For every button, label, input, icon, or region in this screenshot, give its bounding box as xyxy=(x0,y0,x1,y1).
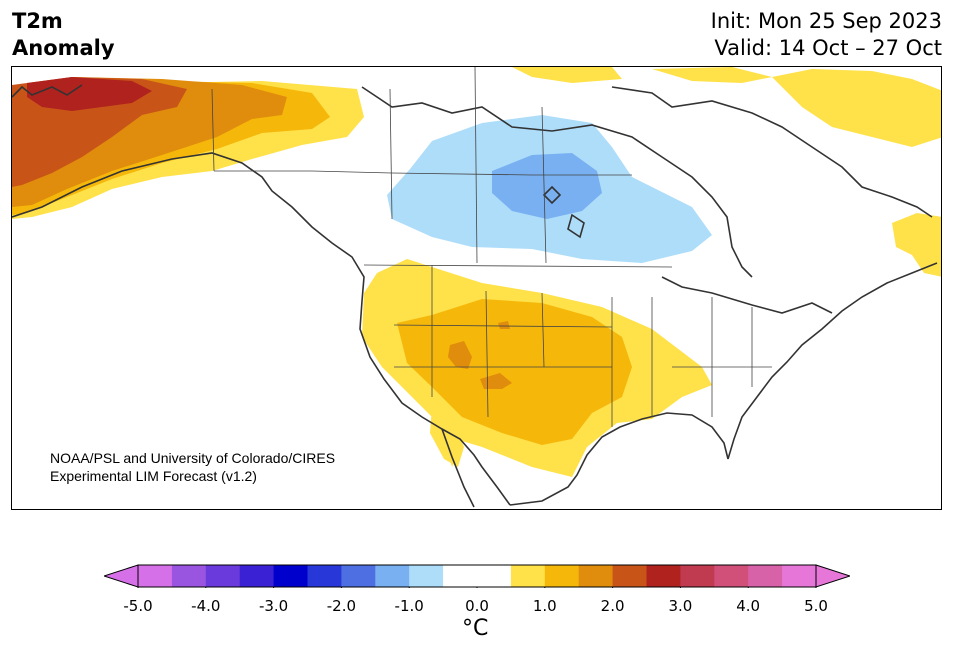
colorbar-tick-label: 0.0 xyxy=(465,597,489,615)
colorbar-tick-label: 3.0 xyxy=(668,597,693,615)
colorbar-segment xyxy=(477,565,512,587)
colorbar-tick-label: 2.0 xyxy=(600,597,625,615)
anomaly-blue-canada xyxy=(492,153,602,219)
credit-line-1: NOAA/PSL and University of Colorado/CIRE… xyxy=(50,450,335,466)
colorbar-segment xyxy=(273,565,308,587)
colorbar-segment xyxy=(205,565,241,587)
colorbar-segment xyxy=(748,565,783,587)
anomaly-map: NOAA/PSL and University of Colorado/CIRE… xyxy=(12,67,941,508)
borders xyxy=(211,67,772,427)
colorbar-segment xyxy=(239,565,275,587)
anomaly-yellow-arctic-1 xyxy=(652,67,772,83)
credit-line-2: Experimental LIM Forecast (v1.2) xyxy=(50,468,257,484)
colorbar-tick-label: 4.0 xyxy=(736,597,761,615)
colorbar-segment xyxy=(646,565,681,587)
anomaly-red-alaska xyxy=(27,77,152,111)
colorbar-tick-label: -5.0 xyxy=(123,597,153,615)
colorbar-segment xyxy=(544,565,580,587)
colorbar-segment xyxy=(443,565,478,587)
colorbar-tick-label: -3.0 xyxy=(258,597,289,615)
colorbar-tick-label: -1.0 xyxy=(394,597,424,615)
colorbar-segment xyxy=(578,565,614,587)
colorbar-segment xyxy=(307,565,342,587)
anomaly-gold-us xyxy=(397,299,632,445)
anomaly-orange-us-1 xyxy=(448,341,472,369)
anomaly-orange-us-2 xyxy=(480,373,512,389)
colorbar-unit: °C xyxy=(462,616,489,641)
colorbar-segment xyxy=(171,565,207,587)
colorbar-extend-high xyxy=(815,564,850,588)
colorbar-segment xyxy=(375,565,410,587)
title-right: Init: Mon 25 Sep 2023 Valid: 14 Oct – 27… xyxy=(711,8,942,62)
colorbar-segment xyxy=(680,565,715,587)
colorbar-segment xyxy=(714,565,749,587)
colorbar-tick-label: -2.0 xyxy=(326,597,357,615)
colorbar-tick-label: 5.0 xyxy=(804,597,828,615)
map-panel: NOAA/PSL and University of Colorado/CIRE… xyxy=(11,66,942,510)
colorbar-segment xyxy=(138,565,173,587)
colorbar-segment xyxy=(510,565,546,587)
anomaly-yellow-northeast xyxy=(772,69,941,147)
coastlines xyxy=(12,84,938,508)
title-left: T2m Anomaly xyxy=(12,8,115,62)
anomaly-orange-us-3 xyxy=(498,321,510,329)
colorbar-svg xyxy=(104,564,850,588)
colorbar xyxy=(104,564,850,588)
anomaly-yellow-labrador xyxy=(892,213,941,277)
colorbar-segment xyxy=(612,565,647,587)
init-date: Init: Mon 25 Sep 2023 xyxy=(710,9,942,33)
colorbar-segment xyxy=(782,565,817,587)
colorbar-segment xyxy=(341,565,376,587)
colorbar-extend-low xyxy=(104,564,139,588)
anomaly-yellow-baja xyxy=(430,407,464,467)
colorbar-tick-label: 1.0 xyxy=(532,597,557,615)
colorbar-tick-label: -4.0 xyxy=(191,597,221,615)
colorbar-segment xyxy=(409,565,444,587)
valid-date: Valid: 14 Oct – 27 Oct xyxy=(714,36,942,60)
title-variable: T2m xyxy=(12,9,63,33)
title-variable-sub: Anomaly xyxy=(12,36,115,60)
anomaly-yellow-arctic-2 xyxy=(512,67,622,83)
